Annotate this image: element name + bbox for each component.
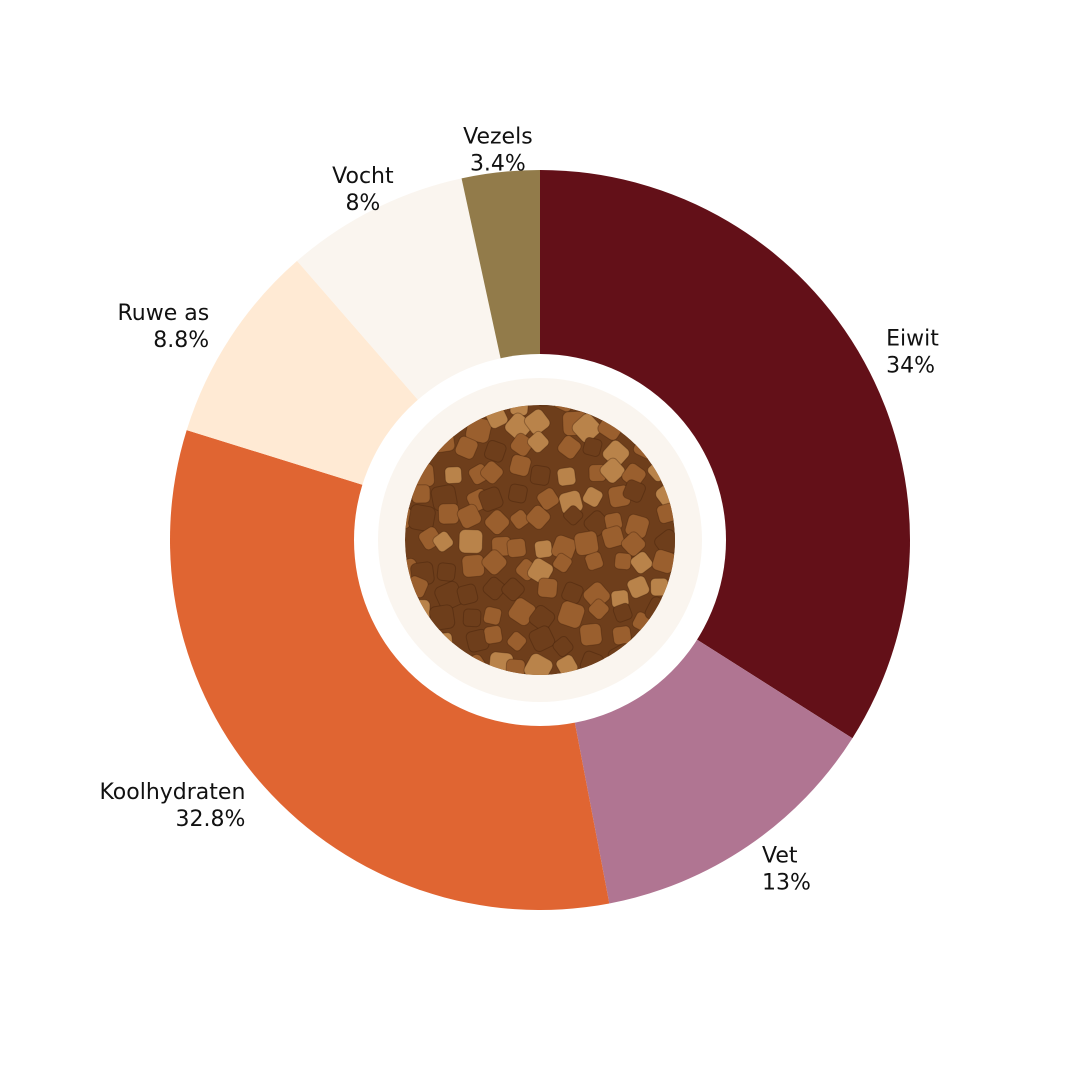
- kibble-piece: [456, 583, 479, 606]
- kibble-piece: [614, 552, 632, 571]
- kibble-piece: [407, 503, 436, 532]
- slice-name-label: Ruwe as: [117, 301, 209, 326]
- kibble-piece: [526, 430, 550, 454]
- kibble-piece: [584, 551, 604, 571]
- kibble-piece: [556, 466, 577, 487]
- kibble-piece: [588, 598, 610, 620]
- kibble-piece: [484, 509, 510, 536]
- kibble-piece: [557, 435, 582, 460]
- kibble-piece: [432, 530, 454, 553]
- kibble-piece: [536, 487, 560, 511]
- slice-name-label: Vocht: [332, 164, 394, 189]
- kibble-piece: [528, 604, 556, 632]
- kibble-piece: [626, 575, 650, 599]
- slice-name-label: Vezels: [463, 124, 533, 149]
- kibble-piece: [456, 503, 482, 529]
- kibble-piece: [526, 557, 554, 585]
- kibble-piece: [508, 454, 532, 477]
- slice-value-label: 3.4%: [470, 151, 526, 176]
- kibble-piece: [573, 530, 600, 557]
- kibble-piece: [482, 606, 503, 626]
- kibble-piece: [528, 625, 556, 652]
- kibble-piece: [506, 537, 527, 559]
- kibble-piece: [582, 436, 603, 457]
- kibble-piece: [630, 551, 653, 575]
- kibble-piece: [523, 408, 551, 436]
- kibble-piece: [484, 440, 507, 463]
- slice-value-label: 8%: [345, 191, 380, 216]
- slice-value-label: 34%: [886, 354, 935, 379]
- kibble-piece: [461, 554, 486, 578]
- kibble-piece: [599, 457, 626, 484]
- kibble-piece: [620, 531, 646, 557]
- kibble-piece: [622, 479, 646, 503]
- slice-name-label: Eiwit: [886, 327, 939, 352]
- kibble-piece: [579, 622, 603, 647]
- kibble-piece: [507, 483, 528, 504]
- kibble-piece: [454, 435, 479, 460]
- kibble-piece: [483, 625, 503, 645]
- kibble-piece: [612, 602, 633, 623]
- kibble-piece: [525, 504, 551, 530]
- kibble-piece: [533, 539, 554, 559]
- kibble-piece: [444, 466, 463, 485]
- kibble-piece: [509, 509, 530, 530]
- kibble-piece: [481, 549, 508, 576]
- kibble-piece: [582, 486, 604, 508]
- kibble-piece: [482, 576, 507, 601]
- kibble-piece: [509, 432, 534, 457]
- kibble-piece: [437, 503, 460, 525]
- slice-label-ruwe-as: Ruwe as8.8%: [117, 301, 209, 353]
- slice-name-label: Vet: [762, 844, 798, 869]
- kibble-piece: [458, 529, 484, 554]
- kibble-piece: [478, 486, 504, 512]
- slice-value-label: 13%: [762, 871, 811, 896]
- kibble-piece: [436, 562, 457, 582]
- slice-value-label: 8.8%: [153, 328, 209, 353]
- kibble-piece: [501, 577, 525, 602]
- kibble-piece: [601, 525, 625, 549]
- kibble-piece: [563, 505, 584, 526]
- kibble-piece: [462, 608, 482, 628]
- kibble-piece: [552, 635, 574, 658]
- kibble-piece: [479, 460, 504, 485]
- kibble-piece: [529, 464, 551, 486]
- kibble-piece: [536, 405, 556, 407]
- slice-value-label: 32.8%: [176, 807, 246, 832]
- kibble-piece: [506, 631, 527, 652]
- slice-name-label: Koolhydraten: [99, 780, 245, 805]
- kibble-piece: [552, 552, 573, 573]
- kibble-piece: [537, 577, 559, 599]
- kibble-piece: [571, 413, 602, 444]
- kibble-piece: [557, 600, 586, 629]
